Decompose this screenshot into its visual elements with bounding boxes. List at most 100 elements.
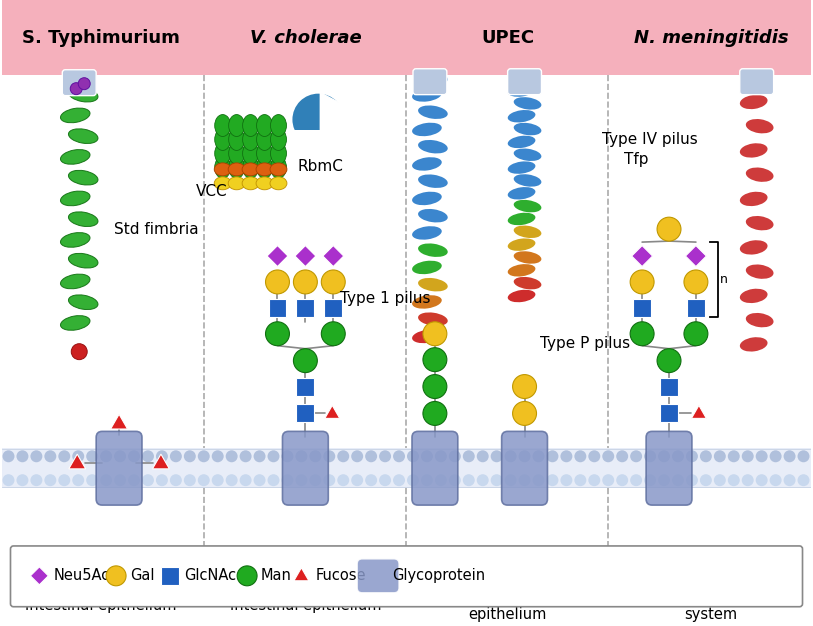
Circle shape	[30, 450, 42, 462]
Ellipse shape	[514, 225, 541, 238]
Circle shape	[407, 475, 419, 486]
FancyBboxPatch shape	[412, 431, 458, 505]
Circle shape	[100, 450, 112, 462]
Circle shape	[16, 475, 28, 486]
Ellipse shape	[412, 330, 441, 343]
Ellipse shape	[740, 240, 767, 255]
Circle shape	[365, 475, 377, 486]
Circle shape	[519, 475, 531, 486]
Ellipse shape	[256, 177, 273, 190]
Circle shape	[324, 450, 335, 462]
Ellipse shape	[508, 110, 536, 123]
Circle shape	[630, 450, 642, 462]
Circle shape	[657, 349, 681, 372]
Ellipse shape	[508, 162, 536, 174]
Circle shape	[16, 450, 28, 462]
Ellipse shape	[271, 143, 286, 165]
Ellipse shape	[68, 212, 98, 227]
Circle shape	[293, 349, 317, 372]
Circle shape	[254, 475, 266, 486]
Ellipse shape	[270, 163, 287, 176]
Ellipse shape	[514, 148, 541, 161]
Ellipse shape	[412, 226, 441, 240]
Circle shape	[741, 450, 754, 462]
Circle shape	[198, 475, 210, 486]
Polygon shape	[632, 245, 653, 267]
Circle shape	[684, 270, 708, 294]
Text: UPEC: UPEC	[481, 29, 534, 47]
Circle shape	[476, 450, 489, 462]
Circle shape	[365, 450, 377, 462]
Text: N. meningitidis: N. meningitidis	[633, 29, 788, 47]
Text: n: n	[720, 273, 728, 286]
Circle shape	[770, 450, 781, 462]
Text: V. cholerae: V. cholerae	[250, 29, 361, 47]
Bar	[324, 299, 342, 317]
Circle shape	[728, 475, 740, 486]
Circle shape	[714, 475, 726, 486]
Circle shape	[449, 450, 461, 462]
Circle shape	[700, 450, 712, 462]
Circle shape	[533, 475, 545, 486]
Circle shape	[393, 475, 405, 486]
Ellipse shape	[746, 264, 773, 279]
Circle shape	[616, 450, 628, 462]
Circle shape	[184, 450, 196, 462]
Ellipse shape	[257, 143, 272, 165]
Polygon shape	[691, 406, 706, 418]
Circle shape	[237, 566, 257, 586]
Ellipse shape	[746, 168, 773, 182]
Ellipse shape	[242, 128, 259, 150]
Text: Neu5Ac: Neu5Ac	[54, 568, 110, 583]
Ellipse shape	[418, 140, 448, 153]
Ellipse shape	[508, 213, 536, 225]
Bar	[660, 404, 678, 423]
Bar	[297, 299, 315, 317]
Text: Tfp: Tfp	[624, 152, 649, 167]
Bar	[268, 299, 286, 317]
Bar	[297, 377, 315, 396]
Circle shape	[672, 475, 684, 486]
Circle shape	[602, 475, 614, 486]
Bar	[687, 299, 705, 317]
Bar	[2, 448, 811, 488]
Circle shape	[756, 450, 767, 462]
Polygon shape	[325, 406, 340, 418]
Circle shape	[644, 475, 656, 486]
Ellipse shape	[228, 143, 245, 165]
Ellipse shape	[271, 128, 286, 150]
Text: VCC: VCC	[196, 184, 228, 199]
FancyBboxPatch shape	[282, 431, 328, 505]
Ellipse shape	[412, 295, 441, 309]
Circle shape	[714, 450, 726, 462]
Text: Intestinal epithelium: Intestinal epithelium	[25, 598, 177, 613]
Ellipse shape	[740, 95, 767, 109]
Circle shape	[574, 475, 586, 486]
Circle shape	[672, 450, 684, 462]
Bar	[2, 74, 811, 623]
Circle shape	[630, 322, 654, 346]
Ellipse shape	[418, 244, 448, 257]
Circle shape	[686, 475, 698, 486]
Bar	[297, 404, 315, 423]
Ellipse shape	[60, 316, 90, 331]
Circle shape	[156, 450, 168, 462]
Ellipse shape	[740, 143, 767, 158]
Circle shape	[310, 475, 321, 486]
Text: Intestinal epithelium: Intestinal epithelium	[229, 598, 381, 613]
Circle shape	[170, 475, 182, 486]
Bar	[660, 377, 678, 396]
Ellipse shape	[514, 277, 541, 289]
Circle shape	[198, 450, 210, 462]
Circle shape	[505, 475, 516, 486]
Ellipse shape	[60, 108, 90, 123]
Circle shape	[505, 450, 516, 462]
Circle shape	[407, 450, 419, 462]
Ellipse shape	[418, 312, 448, 326]
Circle shape	[546, 475, 559, 486]
Ellipse shape	[740, 289, 767, 303]
FancyBboxPatch shape	[502, 431, 547, 505]
Circle shape	[784, 475, 796, 486]
Circle shape	[657, 217, 681, 241]
Circle shape	[211, 475, 224, 486]
